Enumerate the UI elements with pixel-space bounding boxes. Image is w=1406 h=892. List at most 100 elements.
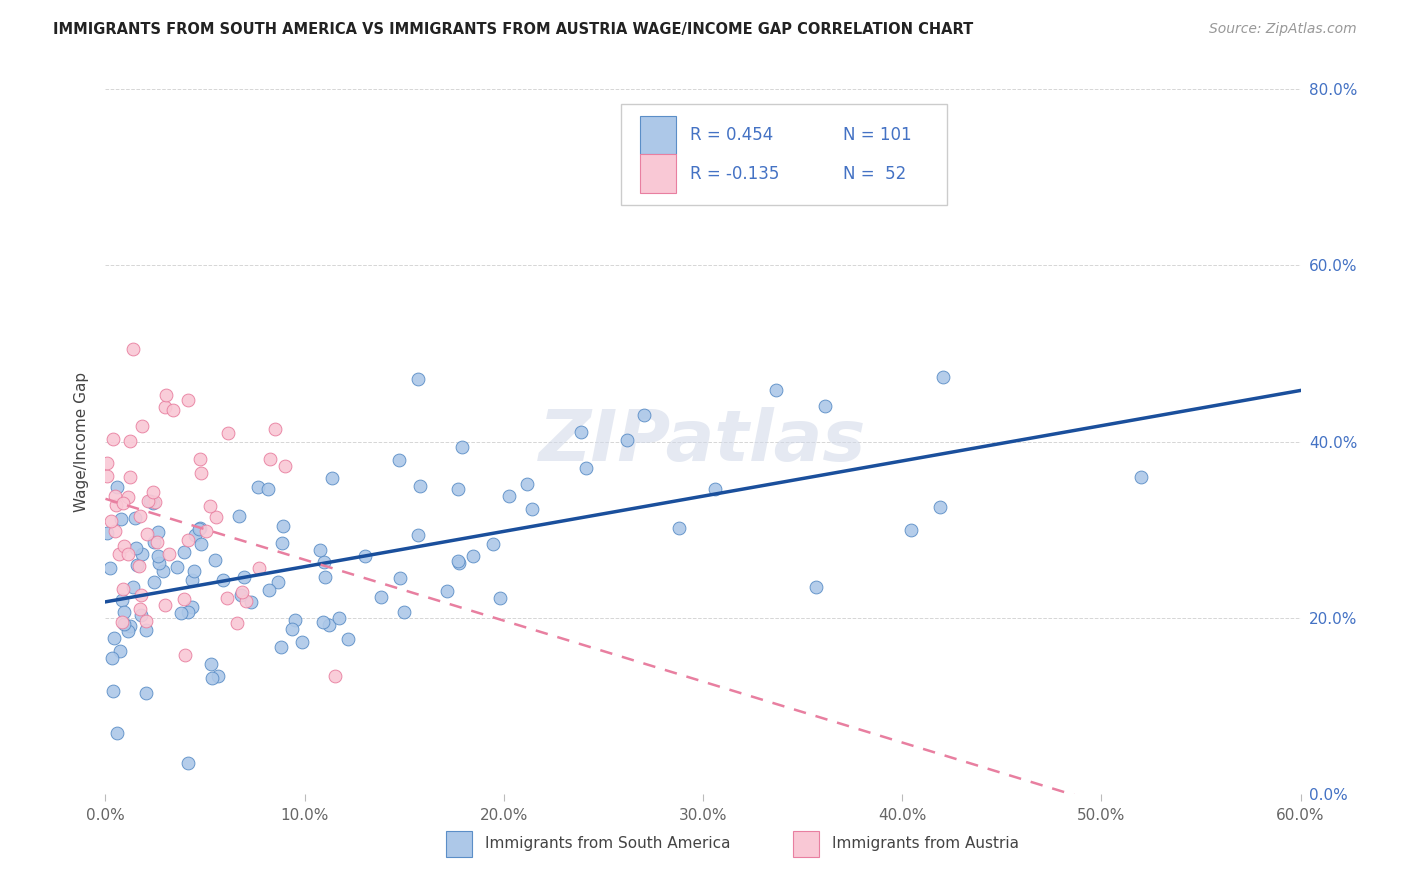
- Y-axis label: Wage/Income Gap: Wage/Income Gap: [75, 371, 90, 512]
- Point: [200, 671, 222, 685]
- Point: [177, 756, 200, 770]
- Point: [370, 590, 392, 604]
- Point: [129, 588, 152, 602]
- Point: [188, 522, 211, 536]
- Point: [105, 480, 128, 494]
- Point: [451, 440, 474, 454]
- Point: [257, 483, 280, 497]
- Point: [152, 564, 174, 578]
- Point: [131, 419, 153, 434]
- Point: [174, 648, 197, 662]
- Point: [633, 408, 655, 422]
- Point: [128, 558, 150, 573]
- Point: [153, 598, 176, 612]
- Point: [112, 617, 135, 632]
- Point: [225, 615, 247, 630]
- Point: [183, 564, 205, 578]
- Point: [522, 502, 544, 516]
- Point: [247, 480, 270, 494]
- Point: [259, 452, 281, 467]
- Point: [110, 593, 132, 607]
- Point: [124, 511, 146, 525]
- Bar: [793, 830, 818, 857]
- Point: [190, 467, 212, 481]
- Point: [112, 605, 135, 619]
- Point: [157, 547, 180, 561]
- Point: [337, 632, 360, 647]
- Point: [111, 582, 134, 596]
- Point: [263, 422, 285, 436]
- Point: [139, 494, 162, 508]
- Point: [120, 434, 142, 449]
- Point: [181, 599, 204, 614]
- Point: [177, 393, 200, 408]
- Point: [166, 559, 188, 574]
- Point: [481, 537, 503, 551]
- Text: R = -0.135: R = -0.135: [690, 165, 779, 183]
- Point: [135, 615, 157, 629]
- Text: N = 101: N = 101: [842, 126, 911, 144]
- Text: ZIPatlas: ZIPatlas: [540, 407, 866, 476]
- Point: [190, 537, 212, 551]
- Point: [104, 490, 127, 504]
- Text: Source: ZipAtlas.com: Source: ZipAtlas.com: [1209, 22, 1357, 37]
- Point: [122, 343, 145, 357]
- Point: [142, 496, 165, 510]
- Point: [143, 495, 166, 509]
- Point: [200, 657, 222, 671]
- Point: [117, 624, 139, 638]
- Point: [170, 606, 193, 620]
- Point: [281, 622, 304, 636]
- Point: [184, 528, 207, 542]
- Point: [173, 545, 195, 559]
- Text: R = 0.454: R = 0.454: [690, 126, 773, 144]
- Point: [108, 547, 131, 561]
- Point: [148, 549, 170, 563]
- Point: [291, 634, 314, 648]
- Point: [703, 482, 725, 496]
- Point: [498, 489, 520, 503]
- Point: [96, 456, 118, 470]
- Point: [388, 453, 411, 467]
- Point: [436, 584, 458, 599]
- Point: [103, 632, 125, 646]
- Point: [270, 640, 292, 654]
- Point: [181, 573, 204, 587]
- Point: [447, 554, 470, 568]
- Point: [257, 583, 280, 598]
- Bar: [640, 154, 675, 194]
- Point: [142, 574, 165, 589]
- Point: [111, 615, 134, 629]
- Point: [321, 471, 343, 485]
- Point: [118, 619, 141, 633]
- Point: [143, 535, 166, 549]
- Point: [205, 510, 228, 524]
- Point: [198, 499, 221, 513]
- Point: [314, 570, 336, 584]
- Point: [100, 561, 122, 575]
- Point: [177, 605, 200, 619]
- Point: [101, 432, 124, 446]
- Point: [312, 615, 335, 629]
- Point: [194, 524, 217, 538]
- Point: [271, 519, 294, 533]
- Point: [569, 425, 592, 439]
- Point: [135, 686, 157, 700]
- Point: [406, 372, 429, 386]
- Point: [177, 533, 200, 547]
- Point: [153, 400, 176, 414]
- Point: [188, 520, 211, 534]
- Point: [204, 553, 226, 567]
- Point: [129, 601, 152, 615]
- Point: [105, 726, 128, 740]
- Point: [1130, 470, 1153, 484]
- Point: [111, 496, 134, 510]
- Point: [96, 468, 118, 483]
- Point: [900, 523, 922, 537]
- Bar: [446, 830, 472, 857]
- Point: [131, 548, 153, 562]
- Point: [814, 399, 837, 413]
- Point: [323, 668, 346, 682]
- Point: [489, 591, 512, 605]
- Point: [929, 500, 952, 515]
